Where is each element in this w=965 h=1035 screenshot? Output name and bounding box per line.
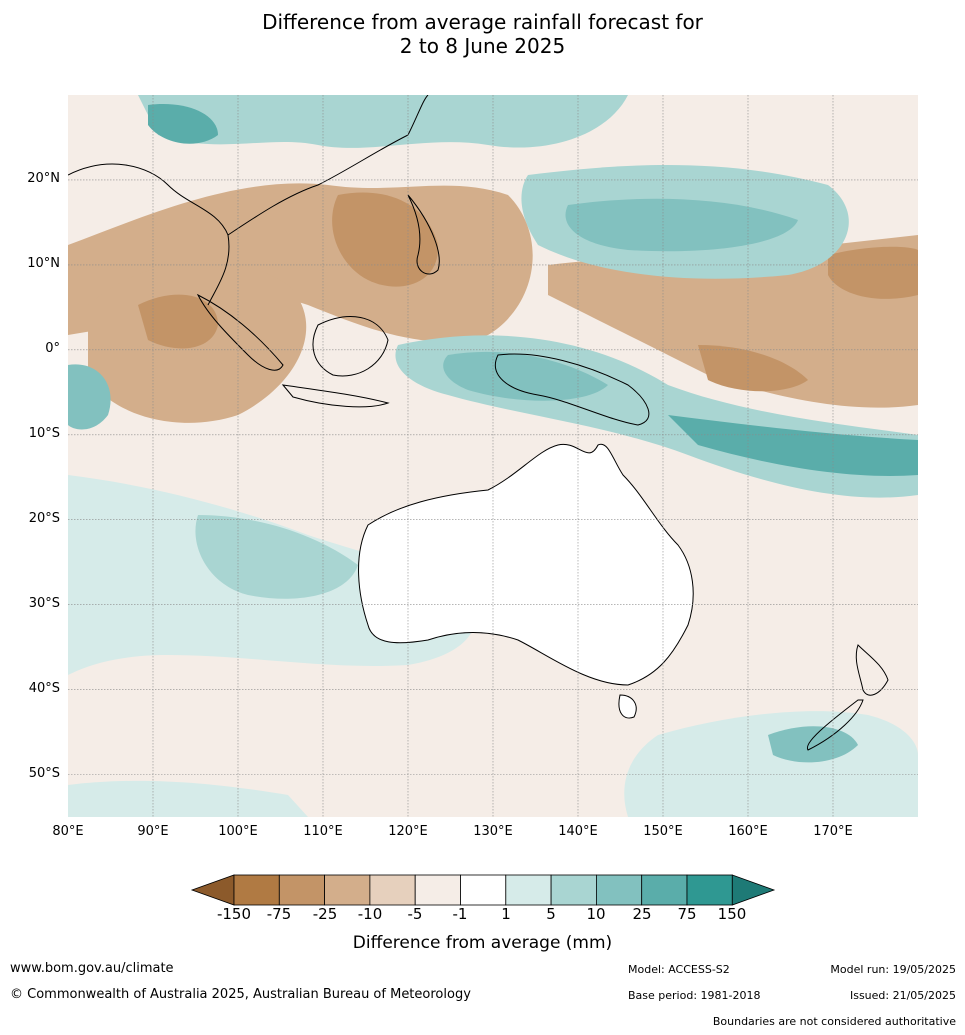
colorbar-segment-8 [550, 874, 597, 906]
colorbar-tick-7: 1 [501, 905, 511, 923]
lon-label-160e: 160°E [728, 824, 768, 839]
lat-label-10n: 10°N [27, 256, 60, 271]
dry-region-indian-ocean-core [138, 294, 218, 349]
lat-label-40s: 40°S [28, 681, 60, 696]
wet-region-southern-ocean [68, 780, 308, 817]
sumatra [196, 293, 284, 371]
colorbar-segment-7 [505, 874, 552, 906]
colorbar-segment-4 [369, 874, 416, 906]
lon-label-80e: 80°E [52, 824, 84, 839]
dry-region-far-east [828, 246, 918, 299]
colorbar-tick-12: 150 [717, 905, 747, 923]
colorbar-tick-5: -5 [407, 905, 423, 923]
wet-region-indian-ocean-south-core [195, 515, 358, 599]
colorbar-segment-2 [278, 874, 326, 906]
colorbar-segment-above-max [731, 874, 776, 906]
colorbar-tick-1: -150 [216, 905, 252, 923]
boundaries-disclaimer: Boundaries are not considered authoritat… [712, 1015, 956, 1028]
lat-label-20n: 20°N [27, 171, 60, 186]
copyright-text: © Commonwealth of Australia 2025, Austra… [10, 987, 471, 1002]
lat-label-50s: 50°S [28, 766, 60, 781]
lat-label-20s: 20°S [28, 511, 60, 526]
colorbar-label: Difference from average (mm) [352, 933, 613, 953]
lon-label-90e: 90°E [137, 824, 169, 839]
wet-region-indian-ocean-west [68, 364, 111, 430]
colorbar [190, 874, 776, 906]
lon-label-110e: 110°E [303, 824, 343, 839]
tasmania [618, 694, 637, 719]
new-zealand-south-island [806, 699, 864, 751]
colorbar-segment-1 [233, 874, 280, 906]
colorbar-segment-below-min [190, 874, 235, 906]
rainfall-difference-map [68, 95, 918, 817]
wet-region-north-core [148, 104, 218, 144]
colorbar-tick-8: 5 [546, 905, 556, 923]
colorbar-segment-5 [414, 874, 461, 906]
lat-label-10s: 10°S [28, 426, 60, 441]
lat-label-30s: 30°S [28, 596, 60, 611]
colorbar-tick-2: -75 [266, 905, 292, 923]
colorbar-tick-9: 10 [586, 905, 606, 923]
lon-label-140e: 140°E [558, 824, 598, 839]
base-period-text: Base period: 1981-2018 [628, 989, 761, 1002]
lon-label-130e: 130°E [473, 824, 513, 839]
website-link[interactable]: www.bom.gov.au/climate [10, 961, 174, 976]
new-guinea [495, 353, 650, 426]
new-zealand-north-island [855, 644, 889, 696]
wet-region-northwest-pacific-core [565, 198, 798, 252]
graticule [68, 95, 918, 817]
wet-region-tasman-core [768, 726, 858, 763]
lon-label-100e: 100°E [218, 824, 258, 839]
dry-region-south-china-sea [332, 192, 439, 287]
colorbar-tick-3: -25 [312, 905, 338, 923]
wet-region-north [138, 95, 628, 148]
model-run-text: Model run: 19/05/2025 [830, 963, 956, 976]
title-line-1: Difference from average rainfall forecas… [262, 10, 703, 34]
colorbar-tick-11: 75 [677, 905, 697, 923]
asia-coastline [68, 95, 429, 306]
lon-label-170e: 170°E [813, 824, 853, 839]
colorbar-tick-4: -10 [357, 905, 383, 923]
java [281, 384, 390, 408]
colorbar-segment-6 [460, 874, 507, 906]
lon-label-120e: 120°E [388, 824, 428, 839]
wet-region-coral-sea [668, 415, 918, 476]
lat-label-0: 0° [45, 341, 60, 356]
colorbar-segment-10 [641, 874, 688, 906]
issued-text: Issued: 21/05/2025 [849, 989, 956, 1002]
philippines [407, 194, 440, 275]
model-text: Model: ACCESS-S2 [628, 963, 730, 976]
dry-region-pacific-core [698, 345, 808, 392]
borneo [312, 316, 389, 377]
dry-region-pacific-band [548, 235, 918, 408]
title-line-2: 2 to 8 June 2025 [399, 34, 566, 58]
wet-region-maritime-core [443, 351, 608, 401]
colorbar-segment-3 [324, 874, 371, 906]
colorbar-tick-10: 25 [632, 905, 652, 923]
lon-label-150e: 150°E [643, 824, 683, 839]
colorbar-segment-11 [686, 874, 733, 906]
colorbar-tick-6: -1 [452, 905, 468, 923]
colorbar-segment-9 [595, 874, 643, 906]
australia-landmass [358, 443, 694, 686]
